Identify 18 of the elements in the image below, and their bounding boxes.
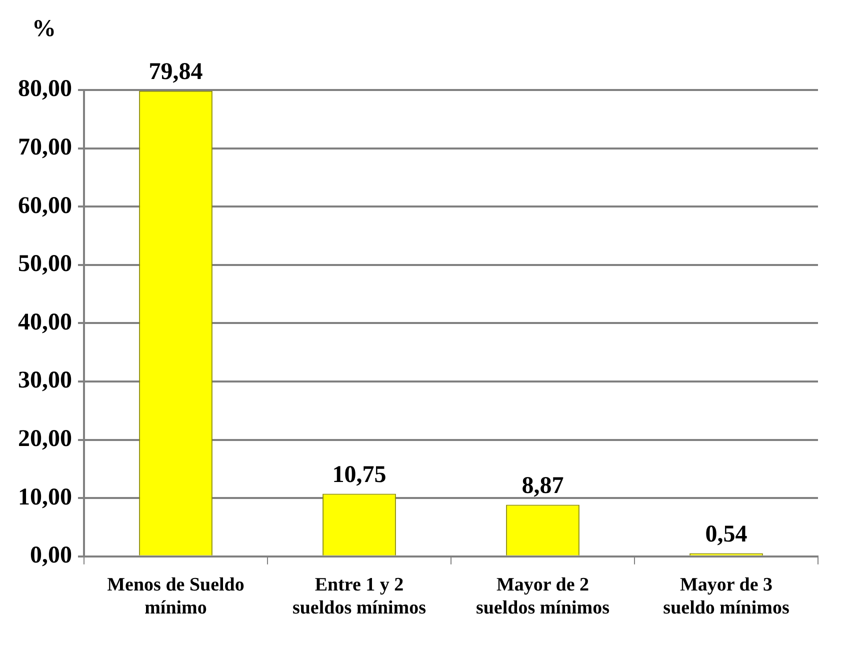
- data-label: 0,54: [705, 521, 748, 548]
- y-tick-label: 80,00: [18, 76, 72, 102]
- x-tick-label: Mayor de 2 sueldos mínimos: [476, 574, 610, 619]
- data-label: 10,75: [332, 462, 386, 488]
- y-tick-label: 70,00: [18, 134, 72, 161]
- y-tick-label: 30,00: [18, 368, 72, 394]
- x-tick-label: Mayor de 3 sueldo mínimos: [663, 574, 790, 619]
- data-label: 8,87: [522, 472, 564, 499]
- x-tick-label: Menos de Sueldo mínimo: [107, 574, 244, 619]
- data-label: 79,84: [148, 59, 203, 86]
- y-tick-label: 60,00: [18, 192, 72, 219]
- y-tick-label: 40,00: [18, 309, 72, 336]
- y-tick-label: 50,00: [18, 251, 72, 278]
- y-axis-title: %: [32, 16, 56, 42]
- x-tick-label: Entre 1 y 2 sueldos mínimos: [292, 574, 426, 619]
- y-tick-label: 0,00: [30, 542, 72, 569]
- y-tick-label: 10,00: [18, 484, 72, 510]
- y-tick-label: 20,00: [18, 426, 72, 452]
